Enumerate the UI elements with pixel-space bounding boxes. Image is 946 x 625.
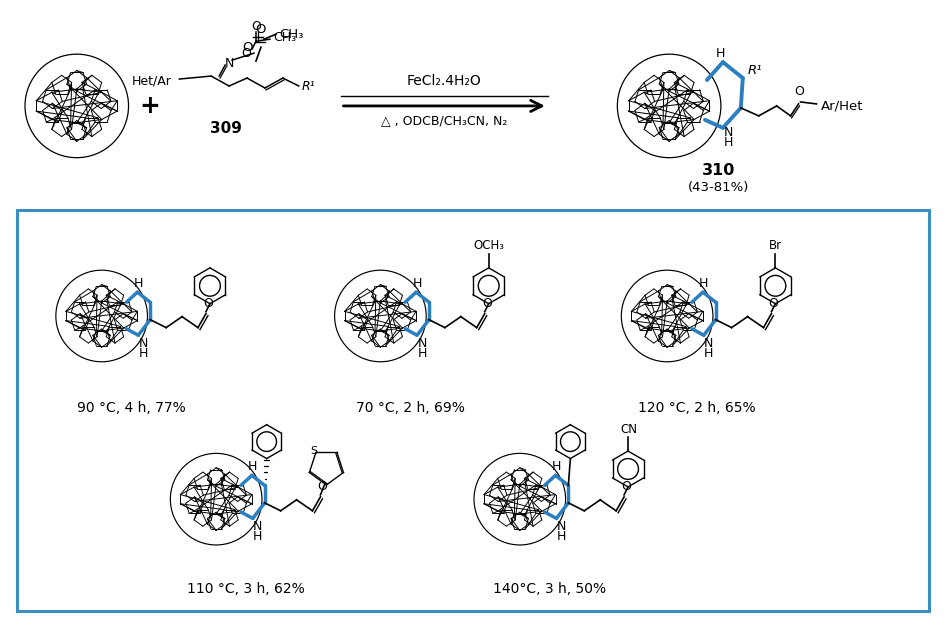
Text: N: N <box>254 520 262 533</box>
Text: H: H <box>725 136 733 149</box>
Text: CN: CN <box>621 422 638 436</box>
Text: O: O <box>255 22 266 36</box>
Text: 309: 309 <box>210 121 242 136</box>
Text: H: H <box>248 460 257 473</box>
Text: O: O <box>241 47 251 59</box>
Text: 120 °C, 2 h, 65%: 120 °C, 2 h, 65% <box>639 401 756 414</box>
Text: CH₃: CH₃ <box>272 31 296 44</box>
Text: O: O <box>251 20 261 32</box>
Text: O: O <box>203 298 213 310</box>
Text: N: N <box>224 57 234 69</box>
Text: O: O <box>242 41 253 54</box>
Text: H: H <box>254 530 262 543</box>
Text: H: H <box>699 277 709 290</box>
Text: O: O <box>318 481 327 493</box>
Text: S: S <box>310 446 318 456</box>
Text: O: O <box>768 298 779 310</box>
Text: △ , ODCB/CH₃CN, N₂: △ , ODCB/CH₃CN, N₂ <box>381 114 507 128</box>
Text: R¹: R¹ <box>747 64 762 77</box>
Text: 90 °C, 4 h, 77%: 90 °C, 4 h, 77% <box>78 401 186 414</box>
Text: H: H <box>412 277 422 290</box>
Text: Ar/Het: Ar/Het <box>820 99 863 112</box>
Text: Het/Ar: Het/Ar <box>131 74 171 88</box>
Text: FeCl₂.4H₂O: FeCl₂.4H₂O <box>407 74 482 88</box>
Text: (43-81%): (43-81%) <box>688 181 749 194</box>
Text: H: H <box>704 347 713 359</box>
Text: O: O <box>622 481 631 493</box>
Text: N: N <box>138 337 148 349</box>
Text: O: O <box>482 298 492 310</box>
FancyBboxPatch shape <box>17 211 929 611</box>
Text: N: N <box>725 126 733 139</box>
Text: +: + <box>139 94 160 118</box>
Text: 140°C, 3 h, 50%: 140°C, 3 h, 50% <box>493 582 606 596</box>
Text: O: O <box>795 86 804 99</box>
Text: 310: 310 <box>702 163 736 178</box>
Text: H: H <box>417 347 427 359</box>
Text: 110 °C, 3 h, 62%: 110 °C, 3 h, 62% <box>187 582 305 596</box>
Text: N: N <box>556 520 566 533</box>
Text: H: H <box>133 277 143 290</box>
Text: OCH₃: OCH₃ <box>473 239 504 252</box>
Text: H: H <box>556 530 566 543</box>
Text: 70 °C, 2 h, 69%: 70 °C, 2 h, 69% <box>356 401 464 414</box>
Text: N: N <box>704 337 713 349</box>
Text: H: H <box>138 347 148 359</box>
Text: H: H <box>552 460 561 473</box>
Text: N: N <box>417 337 427 349</box>
Text: CH₃: CH₃ <box>279 28 304 41</box>
Text: Br: Br <box>769 239 782 252</box>
Text: R¹: R¹ <box>302 79 315 92</box>
Text: H: H <box>716 47 726 59</box>
